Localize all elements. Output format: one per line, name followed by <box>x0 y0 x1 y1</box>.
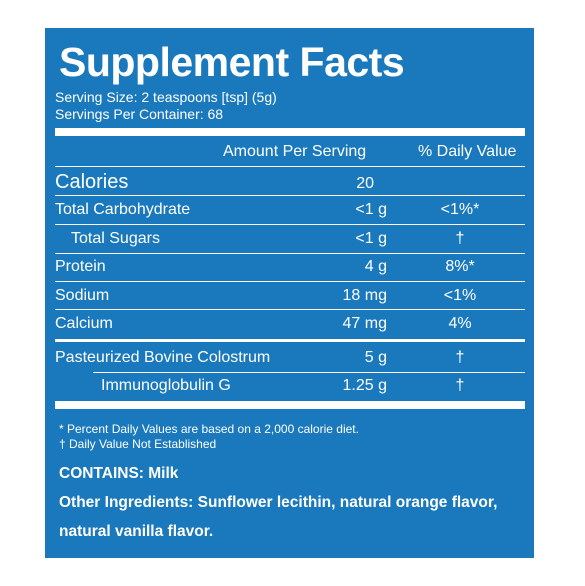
nutrient-name: Protein <box>55 258 106 275</box>
active-ingredient-row: Immunoglobulin G 1.25 g † <box>45 372 534 400</box>
calories-amount: 20 <box>356 175 374 192</box>
nutrient-daily-value: † <box>455 230 465 247</box>
ingredient-daily-value: † <box>455 349 465 366</box>
ingredient-daily-value: † <box>455 377 465 394</box>
nutrient-name: Total Sugars <box>71 230 160 247</box>
nutrient-amount: 47 mg <box>342 315 387 332</box>
nutrient-row: Total Sugars <1 g † <box>45 225 534 253</box>
other-ingredients-line-1: Other Ingredients: Sunflower lecithin, n… <box>59 494 498 511</box>
nutrient-daily-value: 4% <box>448 315 472 332</box>
contains-statement: CONTAINS: Milk <box>59 465 179 482</box>
nutrient-amount: <1 g <box>355 201 387 218</box>
thick-divider-bottom <box>55 401 525 409</box>
ingredient-amount: 5 g <box>364 349 387 366</box>
row-divider <box>55 309 525 310</box>
serving-size: Serving Size: 2 teaspoons [tsp] (5g) <box>55 89 277 105</box>
nutrient-amount: <1 g <box>355 230 387 247</box>
nutrient-row: Sodium 18 mg <1% <box>45 282 534 310</box>
percent-dv-footnote: * Percent Daily Values are based on a 2,… <box>59 422 359 436</box>
calories-divider <box>55 195 525 196</box>
nutrient-daily-value: <1%* <box>440 201 480 218</box>
nutrient-name: Total Carbohydrate <box>55 201 191 218</box>
nutrient-daily-value: <1% <box>443 287 477 304</box>
nutrient-amount: 18 mg <box>342 287 387 304</box>
header-divider <box>55 166 525 167</box>
ingredient-name: Pasteurized Bovine Colostrum <box>55 349 271 366</box>
nutrient-amount: 4 g <box>364 258 387 275</box>
ingredient-name: Immunoglobulin G <box>101 377 231 394</box>
nutrient-row: Calcium 47 mg 4% <box>45 310 534 338</box>
row-divider <box>93 372 525 373</box>
servings-per-container: Servings Per Container: 68 <box>55 106 224 122</box>
section-divider <box>55 339 525 342</box>
nutrient-name: Sodium <box>55 287 110 304</box>
calories-label: Calories <box>55 171 129 193</box>
nutrient-row: Protein 4 g 8%* <box>45 253 534 281</box>
row-divider <box>55 281 525 282</box>
calories-row: Calories 20 <box>45 170 534 198</box>
dv-not-established-footnote: † Daily Value Not Established <box>59 437 217 451</box>
amount-per-serving-header: Amount Per Serving <box>223 143 367 160</box>
nutrient-daily-value: 8%* <box>445 258 475 275</box>
daily-value-header: % Daily Value <box>418 143 517 160</box>
supplement-facts-panel: Supplement Facts Serving Size: 2 teaspoo… <box>45 28 534 558</box>
thick-divider-top <box>55 128 525 136</box>
row-divider <box>55 224 525 225</box>
panel-title: Supplement Facts <box>59 39 405 85</box>
active-ingredient-row: Pasteurized Bovine Colostrum 5 g † <box>45 344 534 372</box>
nutrient-name: Calcium <box>55 315 113 332</box>
other-ingredients-line-2: natural vanilla flavor. <box>59 523 214 540</box>
nutrient-row: Total Carbohydrate <1 g <1%* <box>45 196 534 224</box>
ingredient-amount: 1.25 g <box>342 377 387 394</box>
row-divider <box>55 253 525 254</box>
